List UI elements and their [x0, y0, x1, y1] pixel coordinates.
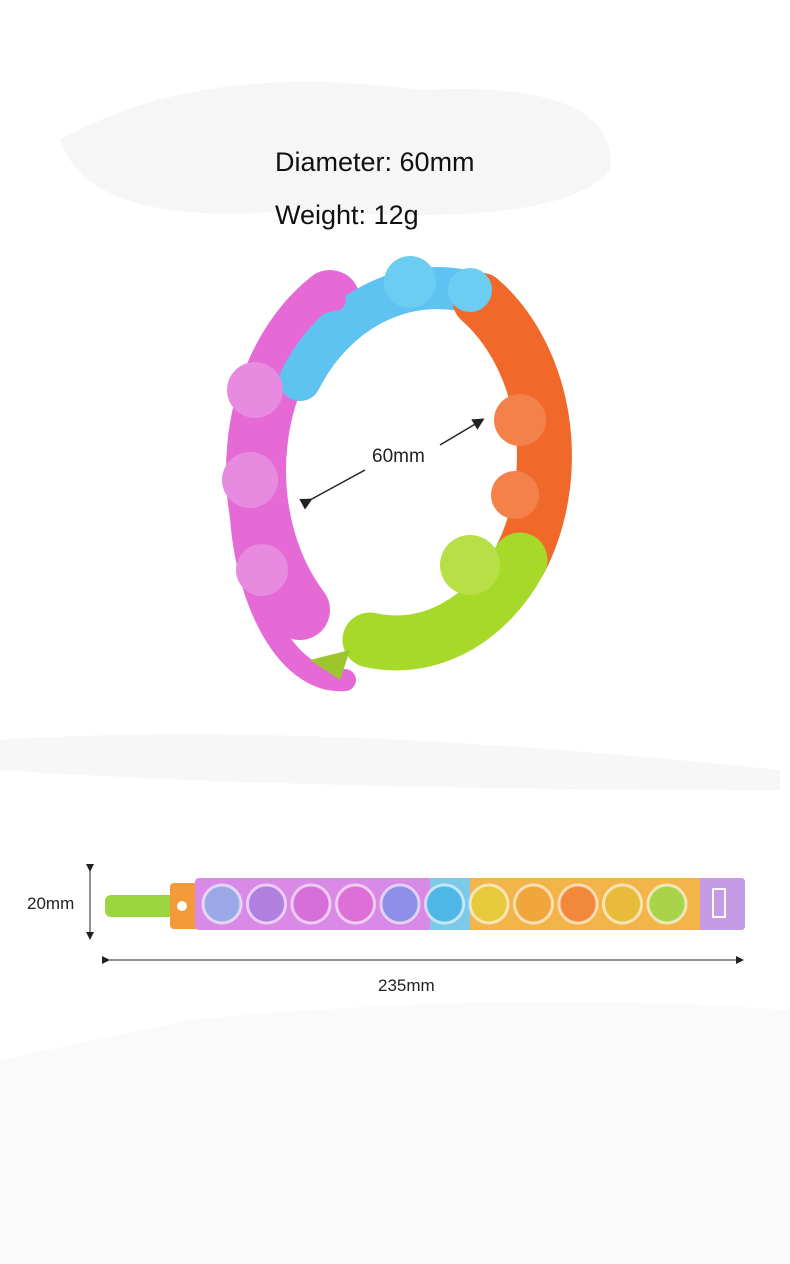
strip-width-label: 20mm — [27, 894, 75, 913]
pop-bubble — [602, 883, 643, 925]
pop-bubble — [424, 883, 465, 925]
weight-spec: Weight: 12g — [275, 200, 419, 230]
pop-bubble — [379, 883, 421, 925]
pop-bubble — [513, 883, 554, 925]
pop-bubble — [246, 883, 287, 925]
bracelet-ring — [222, 256, 572, 692]
diameter-arrow-right — [439, 418, 485, 446]
ring-diameter-label: 60mm — [372, 446, 425, 467]
pop-bubble — [468, 883, 510, 925]
bracelet-strip — [105, 878, 745, 930]
pop-bubble — [646, 883, 688, 925]
strip-length-label: 235mm — [378, 976, 435, 995]
diameter-spec: Diameter: 60mm — [275, 147, 475, 177]
pop-bubble — [201, 883, 243, 925]
pop-bubble — [290, 883, 332, 925]
pop-bubble — [557, 883, 599, 925]
pop-bubble — [335, 883, 376, 925]
diameter-arrow-left — [299, 469, 366, 510]
